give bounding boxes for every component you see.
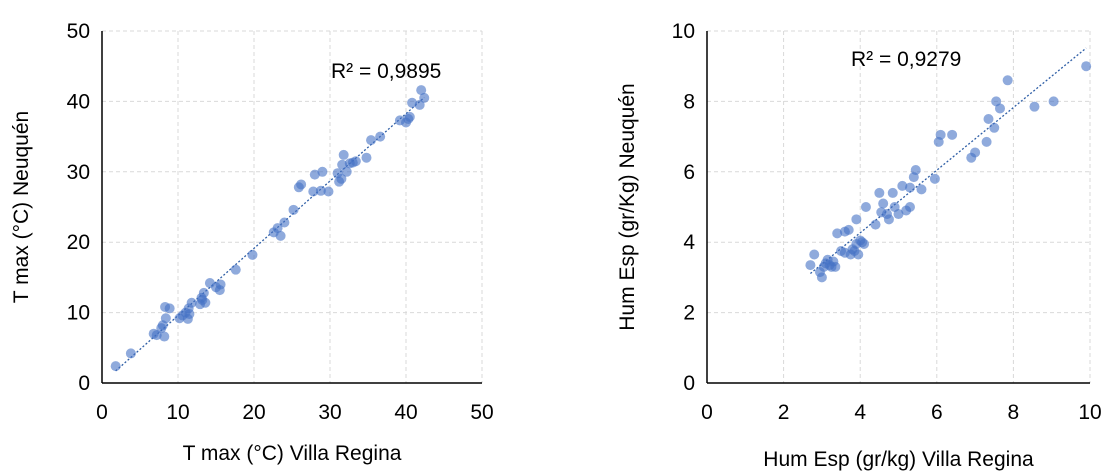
hum-data-point — [809, 249, 820, 260]
hum-data-point — [897, 180, 908, 191]
chart-hum-esp: 0 2 4 6 8 10 0 2 4 6 8 10 R² = 0,9279 Hum Esp (gr/kg)… — [616, 20, 1102, 471]
tmax-data-point — [419, 92, 430, 103]
tmax-y-tick-label: 50 — [67, 20, 90, 43]
hum-y-tick-label: 6 — [683, 161, 695, 184]
tmax-data-point — [160, 313, 171, 324]
tmax-data-point — [230, 264, 241, 275]
chart-tmax: 0 10 20 30 40 50 0 10 20 30 40 50 R² = 0,9895 T max (… — [10, 20, 494, 465]
hum-data-point — [904, 182, 915, 193]
hum-data-point — [983, 114, 994, 124]
tmax-data-point — [317, 166, 328, 177]
hum-data-point — [860, 202, 871, 212]
hum-data-point — [843, 224, 854, 235]
hum-y-tick-label: 2 — [683, 302, 695, 325]
hum-data-point — [935, 129, 946, 140]
hum-y-tick-label: 0 — [683, 372, 695, 395]
hum-data-point — [1081, 61, 1092, 72]
hum-x-tick-label: 2 — [778, 401, 790, 424]
tmax-y-tick-label: 30 — [67, 161, 90, 184]
tmax-data-point — [341, 166, 352, 177]
hum-x-tick-label: 4 — [854, 401, 866, 424]
hum-y-tick-label: 8 — [683, 90, 695, 113]
tmax-y-axis-title: T max (°C) Neuquén — [10, 111, 33, 303]
hum-data-point — [859, 238, 870, 249]
tmax-data-point — [110, 361, 121, 372]
tmax-data-point — [338, 149, 349, 160]
hum-r-squared-label: R² = 0,9279 — [851, 48, 961, 71]
tmax-data-point — [279, 217, 290, 228]
hum-data-point — [981, 136, 992, 147]
hum-data-point — [910, 165, 921, 176]
hum-data-point — [830, 261, 841, 272]
tmax-data-point — [296, 179, 307, 190]
tmax-x-tick-label: 30 — [318, 401, 341, 424]
hum-data-point — [1002, 75, 1013, 86]
tmax-data-point — [288, 204, 299, 215]
tmax-data-point — [164, 303, 175, 314]
tmax-y-tick-label: 10 — [67, 302, 90, 325]
hum-data-point — [883, 214, 894, 225]
hum-x-axis-title: Hum Esp (gr/kg) Villa Regina — [763, 448, 1034, 471]
hum-data-point — [1048, 96, 1059, 107]
hum-data-point — [970, 147, 981, 158]
hum-data-point — [994, 103, 1005, 114]
hum-data-point — [874, 187, 885, 198]
tmax-data-point — [214, 285, 225, 296]
hum-data-point — [929, 173, 940, 184]
tmax-data-point — [275, 230, 286, 241]
tmax-x-axis-title: T max (°C) Villa Regina — [183, 442, 402, 465]
tmax-r-squared-label: R² = 0,9895 — [331, 60, 441, 83]
tmax-data-point — [336, 173, 347, 184]
hum-trendline — [809, 47, 1087, 275]
tmax-data-point — [350, 156, 361, 167]
tmax-y-tick-label: 0 — [78, 372, 90, 395]
hum-data-point — [989, 122, 1000, 133]
hum-y-axis-title: Hum Esp (gr/Kg) Neuquén — [616, 83, 639, 330]
hum-data-point — [816, 272, 827, 283]
tmax-data-point — [315, 185, 326, 196]
tmax-x-tick-label: 0 — [96, 401, 108, 424]
tmax-data-point — [308, 186, 319, 197]
tmax-data-point — [407, 97, 418, 108]
hum-data-point — [893, 209, 904, 220]
hum-data-point — [851, 214, 862, 225]
tmax-data-point — [159, 331, 170, 342]
hum-y-tick-label: 4 — [683, 231, 695, 254]
hum-data-point — [832, 228, 843, 239]
tmax-data-point — [323, 186, 334, 197]
hum-data-point — [904, 202, 915, 212]
tmax-data-point — [186, 297, 197, 308]
hum-y-tick-label: 10 — [672, 20, 695, 43]
tmax-data-point — [272, 223, 283, 234]
tmax-data-point — [366, 135, 377, 146]
tmax-data-point — [247, 249, 258, 260]
hum-data-point — [870, 219, 881, 230]
hum-data-point — [853, 249, 864, 260]
tmax-y-tick-label: 20 — [67, 231, 90, 254]
hum-x-tick-label: 6 — [931, 401, 943, 424]
hum-x-tick-label: 10 — [1078, 401, 1101, 424]
tmax-x-tick-label: 50 — [470, 401, 493, 424]
tmax-data-point — [361, 152, 372, 163]
tmax-data-point — [200, 297, 211, 308]
tmax-x-tick-label: 40 — [394, 401, 417, 424]
tmax-data-point — [404, 111, 415, 122]
hum-data-point — [1029, 101, 1040, 112]
hum-x-tick-label: 8 — [1008, 401, 1020, 424]
tmax-x-tick-label: 10 — [166, 401, 189, 424]
hum-data-point — [916, 184, 927, 195]
tmax-data-point — [125, 348, 136, 359]
hum-x-tick-label: 0 — [701, 401, 713, 424]
tmax-data-point — [416, 85, 427, 96]
tmax-data-point — [309, 169, 320, 180]
tmax-x-tick-label: 20 — [242, 401, 265, 424]
tmax-y-tick-label: 40 — [67, 90, 90, 113]
hum-data-point — [887, 187, 898, 198]
tmax-data-point — [375, 131, 386, 142]
hum-data-point — [805, 260, 816, 271]
hum-data-point — [947, 129, 958, 140]
hum-data-point — [878, 198, 889, 209]
